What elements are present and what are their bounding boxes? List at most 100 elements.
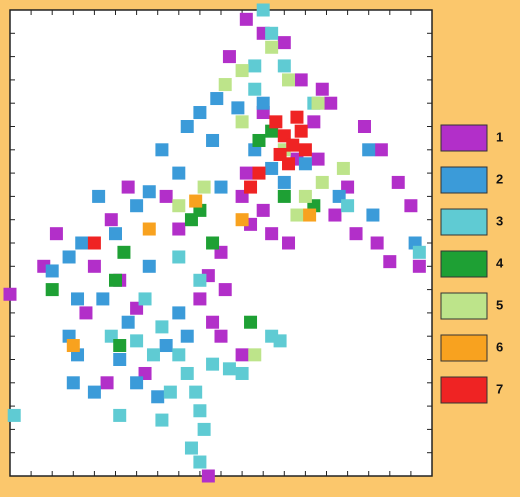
point bbox=[244, 180, 258, 194]
point bbox=[391, 175, 405, 189]
point bbox=[248, 82, 262, 96]
point bbox=[193, 455, 207, 469]
point bbox=[159, 189, 173, 203]
point bbox=[265, 40, 279, 54]
point bbox=[311, 152, 325, 166]
point bbox=[189, 194, 203, 208]
point bbox=[7, 408, 21, 422]
point bbox=[265, 161, 279, 175]
legend-swatch bbox=[440, 334, 488, 362]
point bbox=[341, 199, 355, 213]
point bbox=[244, 315, 258, 329]
point bbox=[172, 250, 186, 264]
point bbox=[303, 208, 317, 222]
point bbox=[121, 180, 135, 194]
point bbox=[366, 208, 380, 222]
legend-label: 4 bbox=[496, 255, 504, 270]
legend-swatch bbox=[440, 250, 488, 278]
point bbox=[109, 227, 122, 241]
point bbox=[71, 292, 85, 306]
point bbox=[206, 357, 220, 371]
point bbox=[277, 59, 291, 73]
point bbox=[142, 185, 156, 199]
point bbox=[142, 222, 156, 236]
point bbox=[172, 166, 186, 180]
point bbox=[193, 106, 207, 120]
point bbox=[113, 339, 127, 353]
point bbox=[222, 362, 236, 376]
point bbox=[298, 143, 312, 157]
point bbox=[155, 320, 169, 334]
point bbox=[159, 339, 173, 353]
point bbox=[349, 227, 363, 241]
legend-label: 5 bbox=[496, 297, 503, 312]
point bbox=[66, 376, 80, 390]
point bbox=[311, 96, 325, 110]
point bbox=[206, 133, 220, 147]
point bbox=[282, 236, 296, 250]
point bbox=[214, 180, 228, 194]
point bbox=[163, 385, 177, 399]
legend-label: 2 bbox=[496, 171, 503, 186]
point bbox=[100, 376, 114, 390]
point bbox=[180, 366, 194, 380]
point bbox=[109, 273, 122, 287]
point bbox=[155, 413, 169, 427]
point bbox=[265, 227, 279, 241]
legend-swatch bbox=[440, 292, 488, 320]
point bbox=[412, 245, 426, 259]
point bbox=[206, 236, 220, 250]
point bbox=[315, 82, 329, 96]
point bbox=[256, 3, 270, 17]
point bbox=[290, 208, 304, 222]
point bbox=[218, 283, 232, 297]
point bbox=[197, 422, 211, 436]
point bbox=[3, 287, 17, 301]
point bbox=[172, 348, 186, 362]
point bbox=[252, 133, 266, 147]
legend-label: 6 bbox=[496, 339, 503, 354]
point bbox=[193, 404, 207, 418]
point bbox=[294, 73, 308, 87]
point bbox=[277, 175, 291, 189]
point bbox=[412, 259, 426, 273]
point bbox=[307, 115, 321, 129]
point bbox=[235, 366, 249, 380]
point bbox=[113, 408, 127, 422]
point bbox=[130, 334, 144, 348]
point bbox=[252, 166, 266, 180]
point bbox=[277, 36, 291, 50]
point bbox=[189, 385, 203, 399]
point bbox=[383, 255, 397, 269]
legend-label: 1 bbox=[496, 129, 503, 144]
point bbox=[374, 143, 388, 157]
point bbox=[282, 73, 296, 87]
point bbox=[210, 92, 224, 106]
legend-swatch bbox=[440, 376, 488, 404]
point bbox=[404, 199, 418, 213]
point bbox=[117, 245, 131, 259]
point bbox=[172, 199, 186, 213]
point bbox=[87, 259, 101, 273]
point bbox=[239, 12, 253, 26]
point bbox=[248, 348, 262, 362]
point bbox=[113, 353, 127, 366]
point bbox=[62, 250, 76, 264]
point bbox=[130, 376, 144, 390]
point bbox=[248, 59, 262, 73]
point bbox=[218, 78, 232, 92]
point bbox=[265, 26, 279, 40]
point bbox=[104, 213, 118, 227]
point bbox=[294, 124, 308, 138]
point bbox=[180, 329, 194, 343]
point bbox=[45, 283, 59, 297]
point bbox=[87, 385, 101, 399]
point bbox=[193, 273, 207, 287]
legend-label: 3 bbox=[496, 213, 503, 228]
point bbox=[92, 189, 106, 203]
point bbox=[235, 115, 249, 129]
point bbox=[214, 329, 228, 343]
point bbox=[328, 208, 342, 222]
point bbox=[184, 441, 198, 455]
